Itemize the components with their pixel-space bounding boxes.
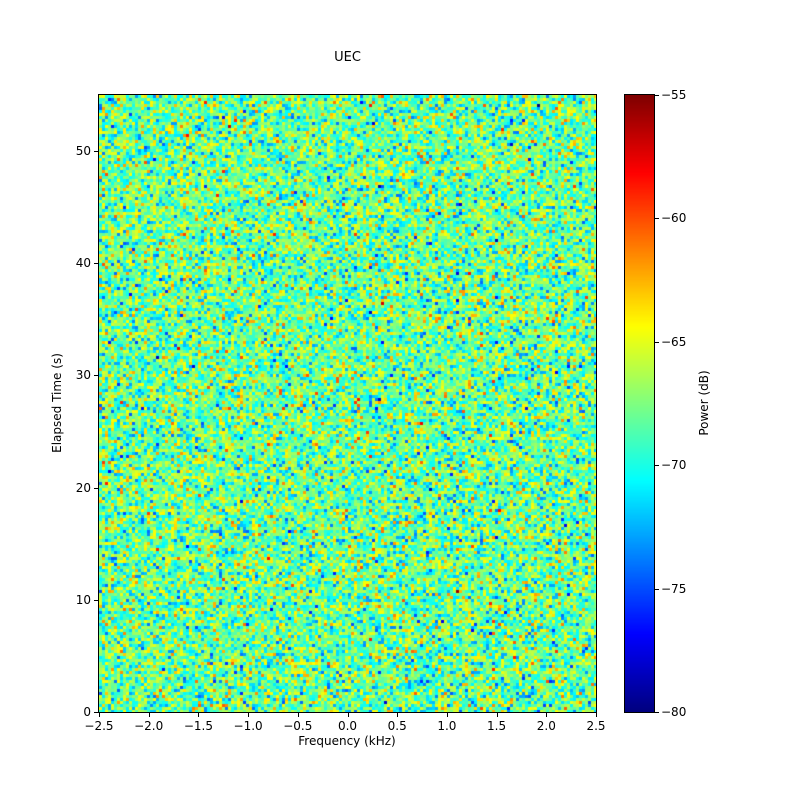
- x-axis-label: Frequency (kHz): [298, 734, 396, 748]
- y-tick: [94, 151, 98, 153]
- x-tick: [99, 713, 100, 717]
- y-tick-label: 40: [75, 256, 91, 271]
- colorbar-tick: [655, 95, 659, 96]
- colorbar-tick-label: −55: [661, 88, 687, 102]
- colorbar-canvas: [625, 95, 654, 712]
- colorbar-tick-label: −70: [661, 458, 687, 473]
- y-tick-label: 10: [75, 592, 91, 607]
- x-tick: [148, 713, 150, 717]
- y-tick: [94, 375, 98, 377]
- colorbar-tick-label: −65: [661, 334, 687, 349]
- x-tick: [297, 713, 299, 717]
- x-tick: [596, 713, 597, 717]
- y-tick: [94, 599, 98, 601]
- x-tick: [248, 713, 250, 717]
- x-tick-label: 1.5: [487, 719, 507, 733]
- colorbar-tick-label: −75: [661, 581, 687, 596]
- x-tick: [546, 713, 548, 717]
- y-tick-label: 50: [75, 144, 91, 159]
- colorbar: [624, 94, 655, 713]
- y-tick: [94, 487, 98, 489]
- chart-title: UEC: [334, 50, 361, 65]
- y-tick-label: 0: [83, 705, 91, 719]
- x-tick-label: −0.5: [283, 719, 313, 733]
- x-tick: [397, 713, 399, 717]
- x-tick: [347, 713, 349, 717]
- x-tick-label: 2.0: [536, 719, 556, 733]
- x-tick-label: 0.5: [387, 719, 407, 733]
- x-tick-label: −1.5: [183, 719, 213, 733]
- x-tick-label: −2.0: [134, 719, 164, 733]
- colorbar-tick: [655, 465, 659, 467]
- y-tick-label: 30: [75, 368, 91, 383]
- colorbar-label: Power (dB): [697, 370, 711, 436]
- colorbar-tick-label: −60: [661, 211, 687, 226]
- x-tick: [496, 713, 498, 717]
- x-tick-label: −1.0: [233, 719, 263, 733]
- y-tick: [94, 263, 98, 265]
- x-tick-label: −2.5: [84, 719, 114, 733]
- x-tick-label: 0.0: [337, 719, 358, 733]
- x-tick-label: 2.5: [586, 719, 606, 733]
- y-axis-label: Elapsed Time (s): [50, 353, 64, 453]
- y-tick-label: 20: [75, 480, 91, 495]
- colorbar-tick-label: −80: [661, 705, 687, 719]
- colorbar-tick: [655, 588, 659, 590]
- x-tick: [446, 713, 448, 717]
- x-tick: [198, 713, 200, 717]
- spectrogram-canvas: [99, 95, 596, 712]
- plot-area: [98, 94, 597, 713]
- colorbar-tick: [655, 341, 659, 343]
- y-tick: [94, 712, 98, 713]
- colorbar-tick: [655, 712, 659, 713]
- colorbar-tick: [655, 218, 659, 220]
- x-tick-label: 1.0: [437, 719, 457, 733]
